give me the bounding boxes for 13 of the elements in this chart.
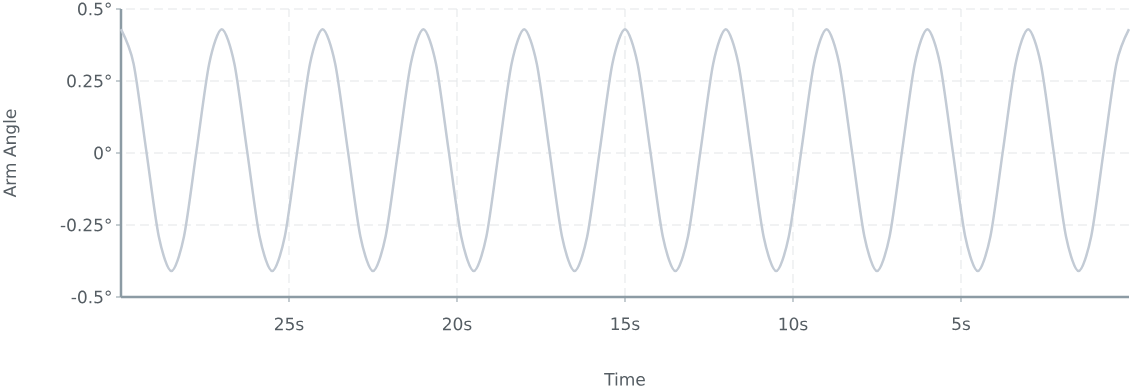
y-tick-label: 0.5° (78, 2, 111, 16)
x-tick-label: 5s (952, 317, 970, 331)
x-tick-label: 10s (779, 317, 808, 331)
line-series (119, 27, 1131, 273)
x-tick-label: 25s (274, 317, 304, 331)
x-tick-label: 15s (611, 317, 640, 331)
y-axis-title: Arm Angle (3, 109, 20, 198)
x-axis-title: Time (604, 372, 645, 386)
y-tick-label: 0° (94, 146, 111, 160)
y-tick-label: -0.5° (71, 290, 111, 304)
y-tick-label: -0.25° (60, 218, 111, 232)
x-tick-label: 20s (442, 317, 472, 331)
y-tick-label: 0.25° (67, 74, 111, 88)
